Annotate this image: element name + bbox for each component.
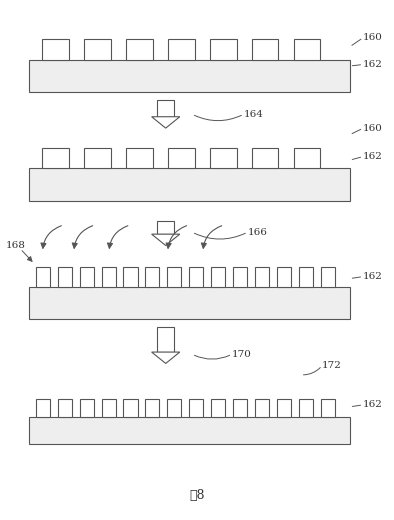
Bar — [210, 39, 236, 60]
Bar — [29, 417, 349, 444]
Bar — [58, 267, 72, 288]
Bar — [158, 220, 174, 234]
Bar — [233, 267, 247, 288]
Bar — [158, 327, 174, 352]
Bar — [210, 148, 236, 168]
Bar — [189, 399, 203, 417]
Text: 162: 162 — [363, 400, 383, 409]
Bar — [211, 267, 225, 288]
Bar — [43, 39, 69, 60]
Bar — [299, 267, 313, 288]
Text: 170: 170 — [232, 349, 252, 359]
Bar — [277, 399, 291, 417]
Bar — [80, 267, 94, 288]
Bar — [84, 148, 111, 168]
Bar — [167, 267, 181, 288]
Bar — [145, 399, 160, 417]
Text: 164: 164 — [244, 110, 264, 119]
Text: 166: 166 — [248, 228, 268, 237]
Bar — [123, 267, 138, 288]
Polygon shape — [152, 234, 180, 245]
Bar — [252, 39, 279, 60]
Bar — [252, 148, 279, 168]
Text: 162: 162 — [363, 152, 383, 161]
Bar — [58, 399, 72, 417]
Bar — [84, 39, 111, 60]
Bar — [29, 168, 349, 201]
Bar — [277, 267, 291, 288]
Bar — [36, 399, 50, 417]
Bar — [294, 148, 320, 168]
Bar — [80, 399, 94, 417]
Bar — [168, 39, 195, 60]
Bar — [126, 39, 153, 60]
Bar — [211, 399, 225, 417]
Bar — [36, 267, 50, 288]
Text: 162: 162 — [363, 272, 383, 281]
Bar — [29, 60, 349, 92]
Bar — [255, 267, 269, 288]
Bar — [168, 148, 195, 168]
Polygon shape — [152, 352, 180, 363]
Text: 160: 160 — [363, 33, 383, 42]
Bar — [43, 148, 69, 168]
Bar — [189, 267, 203, 288]
Polygon shape — [152, 116, 180, 128]
Text: 172: 172 — [322, 361, 342, 370]
Text: 図8: 図8 — [189, 489, 205, 502]
Bar — [126, 148, 153, 168]
Bar — [255, 399, 269, 417]
Bar — [294, 39, 320, 60]
Text: 168: 168 — [5, 241, 25, 250]
Bar — [167, 399, 181, 417]
Bar — [299, 399, 313, 417]
Bar — [102, 399, 115, 417]
Bar — [102, 267, 115, 288]
Bar — [233, 399, 247, 417]
Bar — [321, 267, 335, 288]
Text: 160: 160 — [363, 124, 383, 133]
Bar — [145, 267, 160, 288]
Bar — [123, 399, 138, 417]
Text: 162: 162 — [363, 60, 383, 69]
Bar — [158, 100, 174, 116]
Bar — [29, 288, 349, 319]
Bar — [321, 399, 335, 417]
